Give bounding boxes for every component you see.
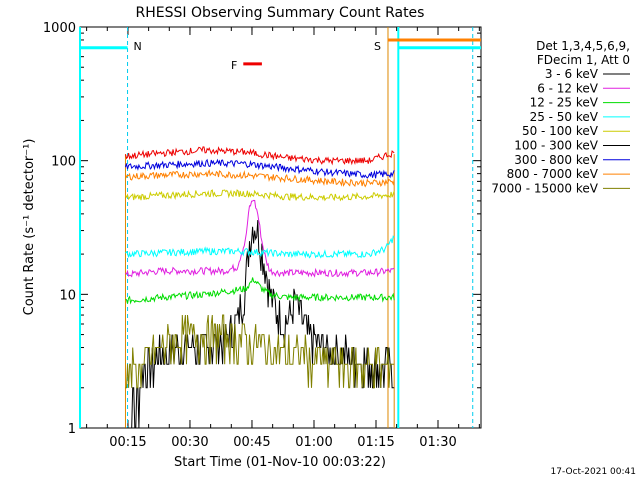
y-tick-label: 100: [51, 155, 76, 170]
annotation-N: N: [134, 40, 142, 53]
series-line-2: [125, 277, 395, 305]
series-line-1: [125, 199, 395, 278]
x-tick-label: 01:00: [295, 435, 332, 450]
legend-entry: 25 - 50 keV: [530, 110, 599, 124]
legend-header: Det 1,3,4,5,6,9,: [536, 39, 630, 53]
legend-entry: 3 - 6 keV: [545, 67, 599, 81]
series-line-8: [125, 314, 395, 389]
y-axis: 1 10 100 1000: [43, 21, 481, 437]
x-tick-label: 01:15: [357, 435, 394, 450]
y-tick-label: 1000: [43, 21, 76, 36]
annotation-S: S: [374, 40, 381, 53]
legend-entry: 7000 - 15000 keV: [491, 181, 598, 195]
chart-title: RHESSI Observing Summary Count Rates: [136, 5, 425, 21]
y-axis-label: Count Rate (s⁻¹ detector⁻¹): [22, 139, 37, 316]
series-line-9: [125, 146, 395, 166]
x-tick-label: 00:15: [109, 435, 146, 450]
x-tick-label: 01:30: [419, 435, 456, 450]
series-line-4: [125, 189, 395, 202]
legend-entry: 50 - 100 keV: [522, 124, 599, 138]
x-axis-label: Start Time (01-Nov-10 00:03:22): [174, 455, 386, 470]
y-tick-label: 10: [59, 288, 76, 303]
series-line-3: [125, 235, 395, 259]
legend-entry: 300 - 800 keV: [514, 153, 598, 167]
legend: Det 1,3,4,5,6,9,FDecim 1, Att 03 - 6 keV…: [491, 39, 630, 195]
legend-entry: 12 - 25 keV: [530, 96, 599, 110]
legend-header: FDecim 1, Att 0: [537, 53, 630, 67]
legend-entry: 800 - 7000 keV: [507, 167, 599, 181]
series-line-7: [125, 168, 395, 188]
series-group: [125, 146, 395, 429]
series-line-0: [125, 219, 395, 429]
annotations: N S F: [134, 40, 381, 72]
y-tick-label: 1: [68, 422, 76, 437]
annotation-F: F: [231, 59, 237, 72]
series-line-6: [125, 158, 395, 179]
x-tick-label: 00:30: [171, 435, 208, 450]
footer-timestamp: 17-Oct-2021 00:41: [551, 467, 636, 477]
legend-entry: 6 - 12 keV: [537, 81, 599, 95]
x-tick-label: 00:45: [233, 435, 270, 450]
legend-entry: 100 - 300 keV: [514, 139, 598, 153]
x-axis: 00:15 00:30 00:45 01:00 01:15 01:30: [86, 27, 480, 450]
